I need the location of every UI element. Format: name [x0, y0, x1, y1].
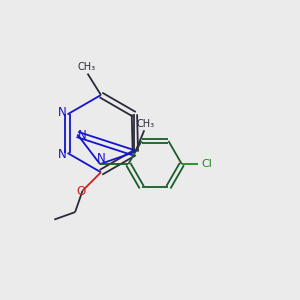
Text: CH₃: CH₃ — [77, 62, 95, 72]
Text: N: N — [58, 106, 67, 119]
Text: Cl: Cl — [202, 159, 212, 169]
Text: O: O — [76, 185, 86, 198]
Text: N: N — [97, 152, 106, 165]
Text: N: N — [58, 148, 67, 161]
Text: N: N — [78, 129, 87, 142]
Text: CH₃: CH₃ — [137, 119, 155, 129]
